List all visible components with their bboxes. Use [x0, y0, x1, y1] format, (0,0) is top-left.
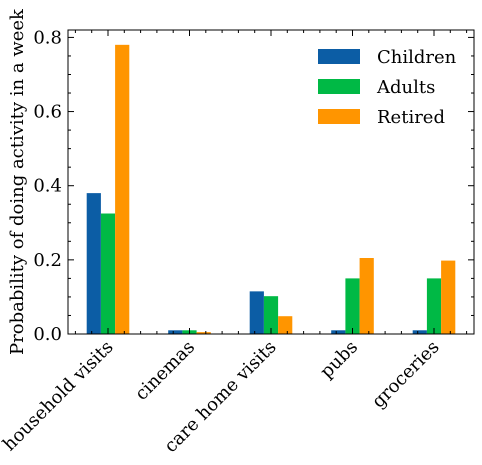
- bar-children-care-home-visits: [249, 291, 264, 334]
- bar-retired-pubs: [359, 258, 374, 334]
- y-tick-label: 0.8: [33, 27, 62, 48]
- bar-children-cinemas: [168, 330, 183, 334]
- legend: Children Adults Retired: [318, 47, 457, 128]
- legend-swatch-adults: [318, 79, 360, 94]
- plot-frame: [67, 29, 475, 335]
- legend-label-children: Children: [377, 47, 457, 68]
- bar-adults-household-visits: [100, 213, 116, 334]
- bar-adults-pubs: [345, 278, 360, 334]
- bar-retired-care-home-visits: [278, 316, 293, 334]
- y-axis-label: Probability of doing activity in a week: [7, 8, 28, 355]
- y-tick-label: 0.0: [33, 324, 62, 345]
- x-tick-label: pubs: [316, 337, 362, 383]
- bar-adults-care-home-visits: [263, 296, 279, 334]
- bars-group: [86, 44, 456, 334]
- y-tick-label: 0.6: [33, 102, 62, 123]
- bar-retired-groceries: [441, 260, 456, 334]
- y-tick-labels: 0.0 0.2 0.4 0.6 0.8: [33, 27, 62, 345]
- legend-label-adults: Adults: [376, 77, 435, 98]
- legend-label-retired: Retired: [377, 107, 445, 128]
- bar-adults-groceries: [426, 278, 442, 334]
- bar-retired-cinemas: [196, 332, 211, 334]
- x-tick-label: cinemas: [131, 337, 199, 405]
- y-tick-label: 0.2: [33, 250, 62, 271]
- bar-children-groceries: [412, 330, 427, 334]
- bar-retired-household-visits: [115, 44, 130, 334]
- legend-swatch-children: [318, 49, 360, 64]
- x-tick-label: groceries: [368, 337, 444, 413]
- y-tick-label: 0.4: [33, 176, 62, 197]
- bar-children-pubs: [331, 330, 346, 334]
- legend-swatch-retired: [318, 109, 360, 124]
- bar-children-household-visits: [86, 193, 101, 334]
